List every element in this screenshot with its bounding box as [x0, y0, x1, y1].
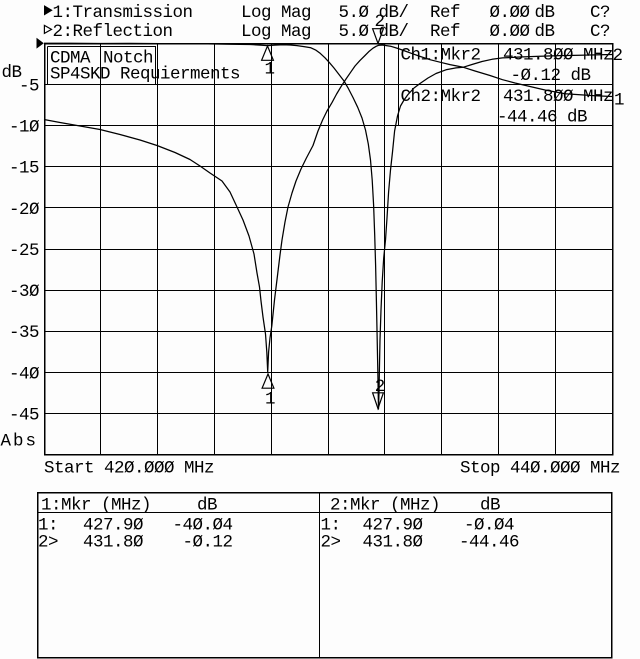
svg-text:Start 42Ø.ØØØ MHz: Start 42Ø.ØØØ MHz: [44, 459, 214, 479]
svg-text:5.Ø dB/: 5.Ø dB/: [339, 22, 409, 42]
svg-text:dB: dB: [197, 496, 217, 516]
svg-text:-35: -35: [9, 323, 39, 343]
svg-text:431.8Ø: 431.8Ø: [83, 532, 143, 552]
svg-text:-Ø.Ø4: -Ø.Ø4: [464, 515, 514, 535]
svg-text:-3Ø: -3Ø: [9, 282, 39, 302]
svg-text:C?: C?: [590, 3, 610, 23]
svg-text:Ø.ØØ: Ø.ØØ: [490, 3, 530, 23]
svg-text:431.8ØØ MHz: 431.8ØØ MHz: [503, 46, 613, 66]
svg-text:2:Mkr (MHz): 2:Mkr (MHz): [330, 496, 440, 516]
svg-text:-25: -25: [9, 241, 39, 261]
svg-text:Ref: Ref: [430, 22, 460, 42]
svg-text:2:Reflection: 2:Reflection: [53, 22, 173, 42]
svg-text:-2Ø: -2Ø: [9, 200, 39, 220]
svg-text:-44.46 dB: -44.46 dB: [497, 108, 587, 128]
svg-text:SP4SKD Requierments: SP4SKD Requierments: [50, 65, 240, 85]
svg-text:-44.46: -44.46: [459, 532, 519, 552]
svg-text:427.9Ø: 427.9Ø: [83, 515, 143, 535]
svg-text:-15: -15: [9, 159, 39, 179]
svg-text:1:Mkr (MHz): 1:Mkr (MHz): [41, 496, 151, 516]
svg-text:2>: 2>: [38, 532, 58, 552]
svg-text:5.Ø dB/: 5.Ø dB/: [339, 3, 409, 23]
svg-text:Ref: Ref: [430, 3, 460, 23]
svg-text:1:: 1:: [321, 515, 341, 535]
svg-text:dB: dB: [535, 3, 555, 23]
svg-text:431.8Ø: 431.8Ø: [363, 532, 423, 552]
svg-text:431.8ØØ MHz: 431.8ØØ MHz: [503, 87, 613, 107]
svg-text:Ch1:Mkr2: Ch1:Mkr2: [401, 46, 481, 66]
svg-text:Ch2:Mkr2: Ch2:Mkr2: [401, 87, 481, 107]
svg-text:-4Ø.Ø4: -4Ø.Ø4: [173, 515, 233, 535]
svg-text:dB: dB: [2, 63, 22, 83]
svg-text:1:Transmission: 1:Transmission: [53, 3, 193, 23]
svg-text:Abs: Abs: [1, 432, 39, 452]
svg-text:C?: C?: [590, 22, 610, 42]
svg-text:1:: 1:: [38, 515, 58, 535]
svg-text:CDMA: CDMA: [50, 48, 91, 68]
svg-text:2: 2: [613, 46, 623, 66]
svg-text:-5: -5: [19, 76, 39, 96]
svg-text:-Ø.12: -Ø.12: [183, 532, 233, 552]
svg-text:2>: 2>: [321, 532, 341, 552]
svg-text:dB: dB: [480, 496, 500, 516]
svg-text:dB: dB: [535, 22, 555, 42]
svg-text:Ø.ØØ: Ø.ØØ: [490, 22, 530, 42]
svg-text:Log Mag: Log Mag: [241, 22, 311, 42]
svg-text:-4Ø: -4Ø: [9, 364, 39, 384]
svg-text:427.9Ø: 427.9Ø: [363, 515, 423, 535]
svg-text:Log Mag: Log Mag: [241, 3, 311, 23]
svg-text:-1Ø: -1Ø: [9, 118, 39, 138]
svg-text:Stop 44Ø.ØØØ MHz: Stop 44Ø.ØØØ MHz: [460, 459, 620, 479]
svg-text:1: 1: [265, 60, 275, 80]
svg-text:2: 2: [375, 12, 385, 32]
svg-text:-Ø.12 dB: -Ø.12 dB: [511, 66, 591, 86]
svg-text:Notch: Notch: [103, 48, 153, 68]
svg-text:1: 1: [614, 91, 624, 111]
svg-text:1: 1: [265, 389, 275, 409]
svg-text:-45: -45: [9, 405, 39, 425]
svg-text:2: 2: [375, 377, 385, 397]
